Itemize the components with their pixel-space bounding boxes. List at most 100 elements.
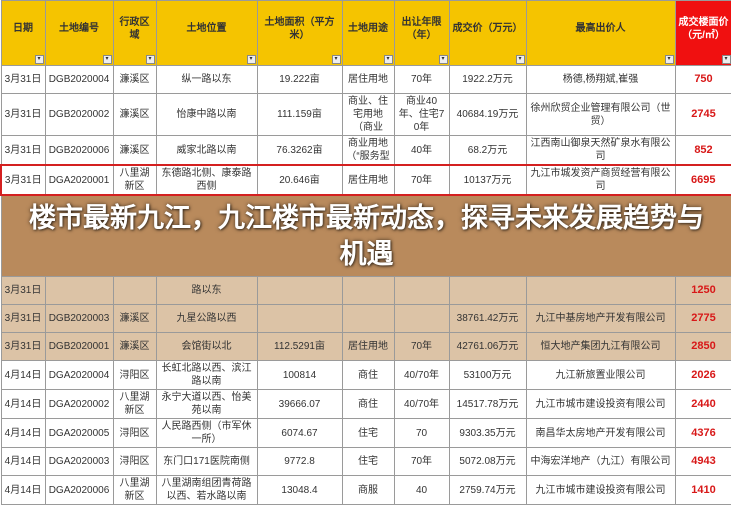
table-cell: 4月14日 (0, 360, 46, 390)
table-row: 4月14日 DGA2020003 浔阳区 东门口171医院南侧 9772.8 住宅 70年 5… (0, 447, 731, 476)
table-row: 4月14日 DGA2020006 八里湖新区 八里湖南组团青荷路以西、若水路以南 130… (0, 475, 731, 505)
table-cell (393, 276, 450, 305)
table-cell: 住宅 (341, 447, 395, 476)
table-cell: DGB2020001 (44, 332, 114, 361)
table-cell: 商业用地（“服务型 (341, 135, 395, 166)
table-cell: DGB2020002 (44, 93, 114, 136)
table-cell: 东德路北侧、康泰路西侧 (155, 164, 258, 196)
table-cell: 永宁大道以西、怡美苑以南 (155, 389, 258, 419)
filter-dropdown-icon[interactable]: ▾ (102, 55, 112, 64)
table-cell: 南昌华太房地产开发有限公司 (525, 418, 676, 448)
table-cell: 怡康中路以南 (155, 93, 258, 136)
column-header-label: 土地用途 (348, 23, 388, 34)
column-header: 最高出价人 ▾ (525, 0, 676, 66)
table-cell: 人民路西侧（市军休一所） (155, 418, 258, 448)
table-cell: 濂溪区 (112, 93, 157, 136)
table-cell: 八里湖南组团青荷路以西、若水路以南 (155, 475, 258, 505)
table-cell: 2759.74万元 (448, 475, 527, 505)
filter-dropdown-icon[interactable]: ▾ (246, 55, 256, 64)
filter-dropdown-icon[interactable]: ▾ (515, 55, 525, 64)
column-header-label: 出让年限（年） (401, 16, 442, 41)
filter-dropdown-icon[interactable]: ▾ (145, 55, 155, 64)
table-cell (256, 276, 343, 305)
table-cell: 3月31日 (0, 332, 46, 361)
table-cell: 6695 (674, 164, 731, 196)
table-cell: 4943 (674, 447, 731, 476)
table-cell: 2850 (674, 332, 731, 361)
table-cell: 40 (393, 475, 450, 505)
table-cell: 40684.19万元 (448, 93, 527, 136)
table-cell: 濂溪区 (112, 304, 157, 333)
table-cell: 100814 (256, 360, 343, 390)
table-cell: DGA2020006 (44, 475, 114, 505)
table-cell: 70年 (393, 164, 450, 196)
table-cell: 4月14日 (0, 447, 46, 476)
filter-dropdown-icon[interactable]: ▾ (34, 55, 44, 64)
table-cell: 3月31日 (0, 65, 46, 94)
table-cell: 4月14日 (0, 418, 46, 448)
table-cell: DGB2020003 (44, 304, 114, 333)
table-row: 4月14日 DGA2020002 八里湖新区 永宁大道以西、怡美苑以南 39666.07… (0, 389, 731, 419)
table-cell: 40年 (393, 135, 450, 166)
table-cell: 2775 (674, 304, 731, 333)
table-cell: DGA2020005 (44, 418, 114, 448)
filter-dropdown-icon[interactable]: ▾ (721, 55, 731, 64)
table-row: 3月31日 DGB2020002 濂溪区 怡康中路以南 111.159亩 商业、住宅用地（… (0, 93, 731, 136)
table-cell: 6074.67 (256, 418, 343, 448)
table-cell: 76.3262亩 (256, 135, 343, 166)
overlay-title: 楼市最新九江，九江楼市最新动态，探寻未来发展趋势与机遇 (0, 194, 731, 277)
table-cell: 八里湖新区 (112, 164, 157, 196)
filter-dropdown-icon[interactable]: ▾ (438, 55, 448, 64)
table-cell: 居住用地 (341, 332, 395, 361)
table-cell: 20.646亩 (256, 164, 343, 196)
column-header: 土地编号 ▾ (44, 0, 114, 66)
column-header: 土地位置 ▾ (155, 0, 258, 66)
table-cell: 70年 (393, 332, 450, 361)
table-cell (112, 276, 157, 305)
table-cell: 居住用地 (341, 164, 395, 196)
filter-dropdown-icon[interactable]: ▾ (664, 55, 674, 64)
table-cell: 70年 (393, 65, 450, 94)
table-cell: 19.222亩 (256, 65, 343, 94)
filter-dropdown-icon[interactable]: ▾ (331, 55, 341, 64)
filter-dropdown-icon[interactable]: ▾ (383, 55, 393, 64)
table-cell: 1250 (674, 276, 731, 305)
overlay-title-band: 楼市最新九江，九江楼市最新动态，探寻未来发展趋势与机遇 (0, 194, 731, 277)
table-cell: 九江市城发资产商贸经营有限公司 (525, 164, 676, 196)
table-cell: 42761.06万元 (448, 332, 527, 361)
table-cell: 3月31日 (0, 135, 46, 166)
header-row: 日期 ▾ 土地编号 ▾ 行政区域 ▾ 土地位置 ▾ 土地面积（平方米） ▾ 土地用途 ▾ 出让年限（年）… (0, 0, 731, 66)
table-cell (525, 276, 676, 305)
table-cell: 3月31日 (0, 164, 46, 196)
table-cell: 濂溪区 (112, 135, 157, 166)
table-row: 3月31日 DGB2020001 濂溪区 会馆街以北 112.5291亩 居住用地 70年 4… (0, 332, 731, 361)
table-cell: 徐州欣贸企业管理有限公司（世贸） (525, 93, 676, 136)
column-header: 成交价（万元） ▾ (448, 0, 527, 66)
table-cell: DGA2020004 (44, 360, 114, 390)
column-header-label: 日期 (13, 23, 33, 34)
table-cell: 852 (674, 135, 731, 166)
table-cell: 2026 (674, 360, 731, 390)
table-cell: 住宅 (341, 418, 395, 448)
table-cell: 八里湖新区 (112, 389, 157, 419)
table-cell: 濂溪区 (112, 65, 157, 94)
table-cell: 3月31日 (0, 276, 46, 305)
table-cell: 九江新旅置业限公司 (525, 360, 676, 390)
table-cell: 九江市城市建设投资有限公司 (525, 475, 676, 505)
table-cell: 40/70年 (393, 360, 450, 390)
table-cell: 53100万元 (448, 360, 527, 390)
table-cell: 长虹北路以西、滨江路以南 (155, 360, 258, 390)
column-header-label: 土地编号 (59, 23, 99, 34)
table-cell: 3月31日 (0, 93, 46, 136)
column-header: 行政区域 ▾ (112, 0, 157, 66)
table-cell: 九星公路以西 (155, 304, 258, 333)
table-cell: 9303.35万元 (448, 418, 527, 448)
table-cell: 浔阳区 (112, 447, 157, 476)
table-cell: 居住用地 (341, 65, 395, 94)
table-cell: 9772.8 (256, 447, 343, 476)
table-cell: 浔阳区 (112, 360, 157, 390)
table-cell: 纵一路以东 (155, 65, 258, 94)
table-cell (341, 304, 395, 333)
table-cell: 4月14日 (0, 475, 46, 505)
